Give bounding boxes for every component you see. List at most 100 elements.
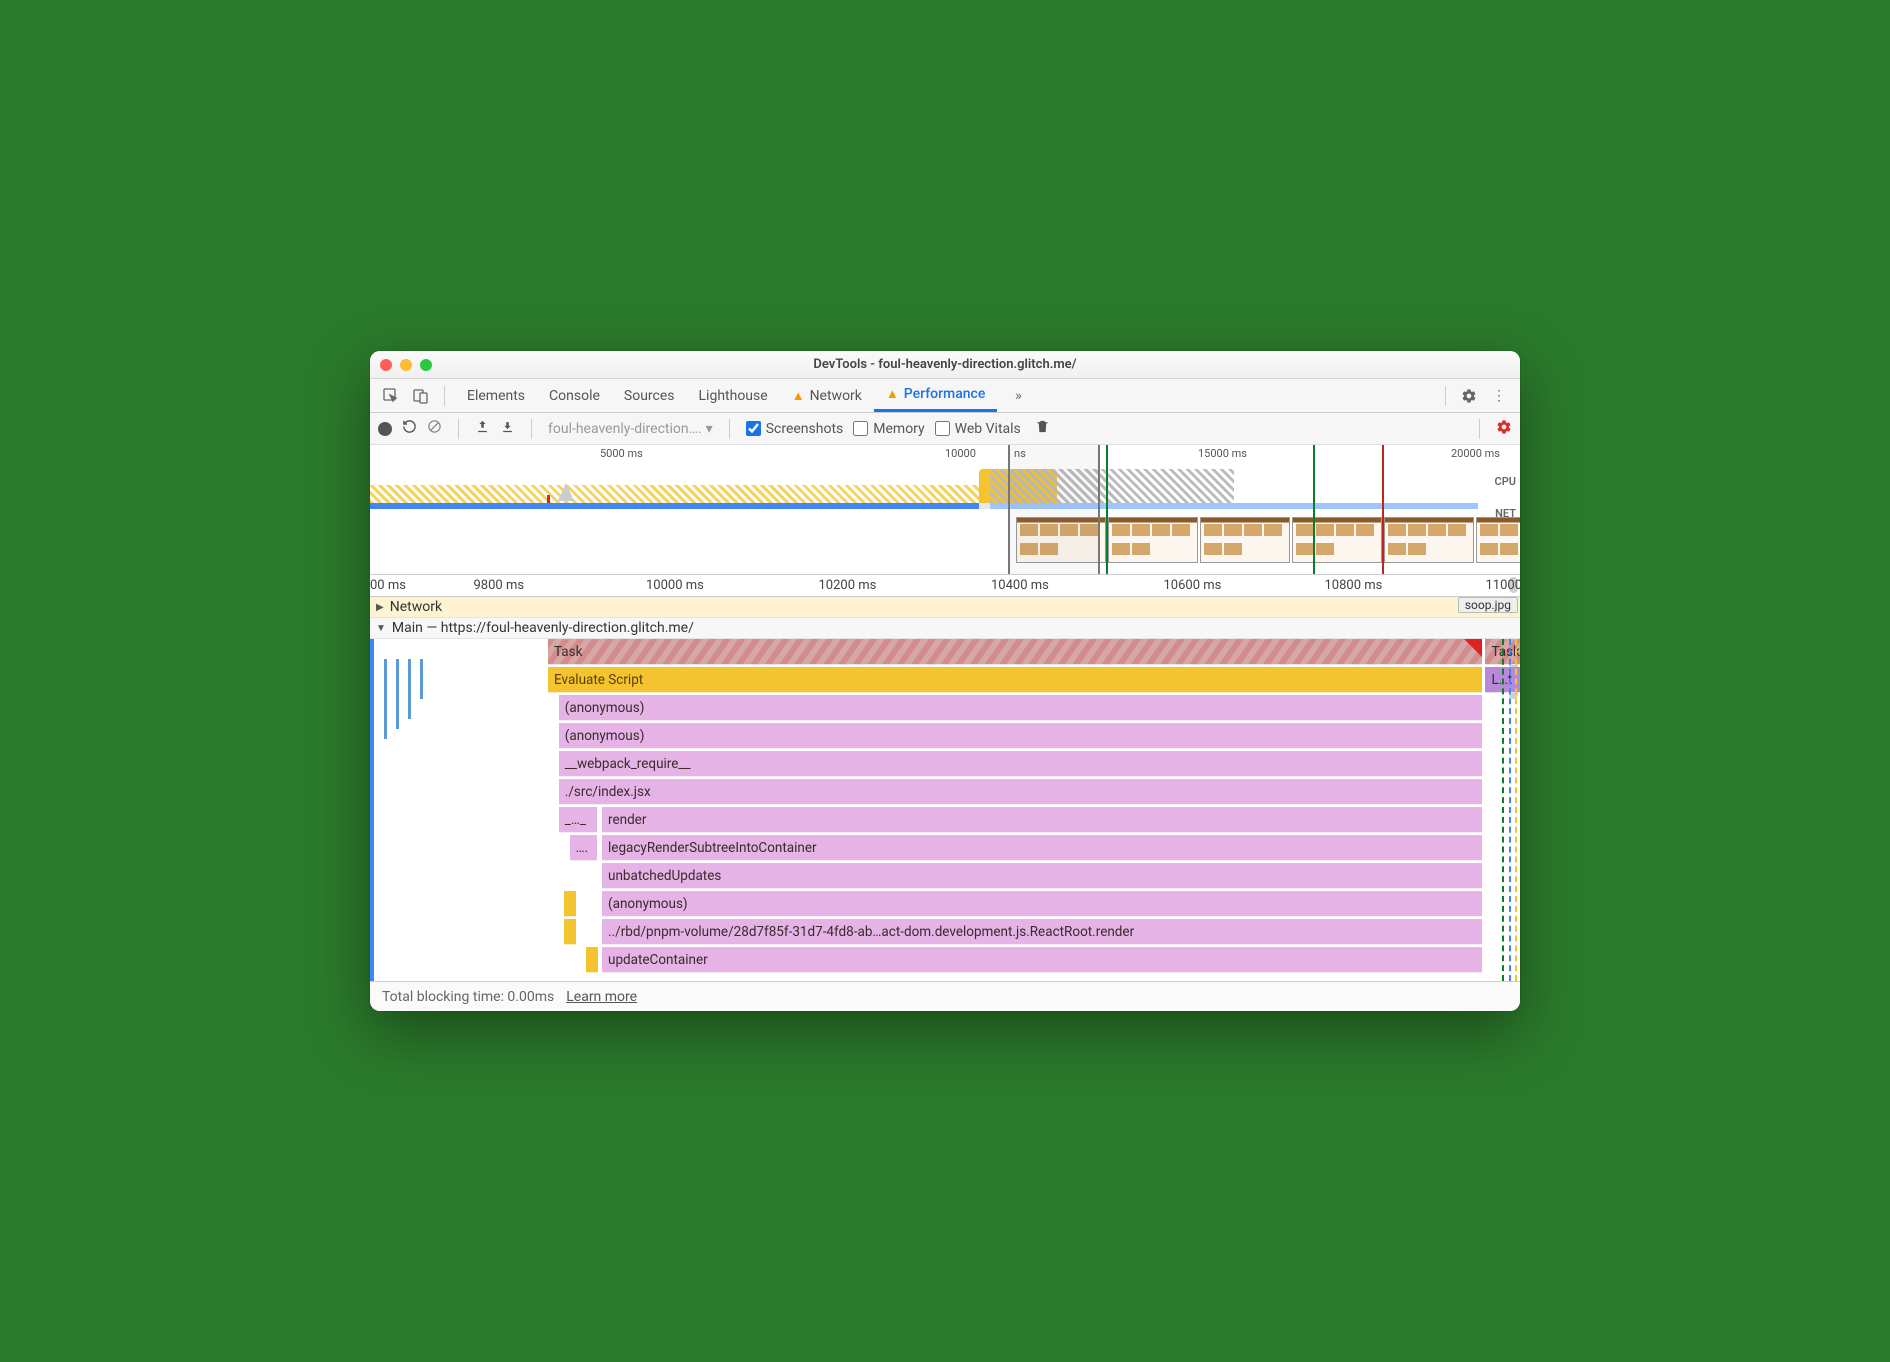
- overview-viewport-handle[interactable]: [1008, 445, 1100, 574]
- overview-tick: 5000 ms: [600, 447, 643, 460]
- timeline-overview[interactable]: 5000 ms10000ns15000 ms20000 ms CPU NET: [370, 445, 1520, 575]
- flame-segment[interactable]: unbatchedUpdates: [602, 863, 1482, 889]
- timeline-marker: [1382, 445, 1384, 574]
- flame-row: Evaluate ScriptL…t: [440, 667, 1520, 693]
- memory-checkbox[interactable]: Memory: [853, 421, 924, 437]
- kebab-menu-icon[interactable]: ⋮: [1486, 383, 1512, 409]
- overview-tick: 20000 ms: [1451, 447, 1500, 460]
- more-tabs-icon[interactable]: »: [1005, 383, 1031, 409]
- ruler-tick: 00 ms: [370, 578, 406, 593]
- flame-segment[interactable]: ./src/index.jsx: [559, 779, 1482, 805]
- window-title: DevTools - foul-heavenly-direction.glitc…: [370, 357, 1520, 372]
- flame-row: unbatchedUpdates: [440, 863, 1520, 889]
- flame-segment[interactable]: render: [602, 807, 1482, 833]
- flame-segment[interactable]: [564, 891, 576, 917]
- delete-icon[interactable]: [1035, 418, 1050, 439]
- flame-segment[interactable]: __webpack_require__: [559, 751, 1482, 777]
- blocking-time-text: Total blocking time: 0.00ms: [382, 989, 554, 1005]
- ruler-tick: 10200 ms: [819, 578, 877, 593]
- flame-segment[interactable]: _…_: [559, 807, 597, 833]
- flame-segment[interactable]: legacyRenderSubtreeIntoContainer: [602, 835, 1482, 861]
- flame-row: ….legacyRenderSubtreeIntoContainer: [440, 835, 1520, 861]
- profile-selector[interactable]: foul-heavenly-direction…. ▾: [548, 421, 713, 437]
- warning-icon: ▲: [886, 386, 899, 402]
- event-marker-line: [1509, 639, 1511, 981]
- ruler-tick: 10800 ms: [1325, 578, 1383, 593]
- settings-gear-icon[interactable]: [1456, 383, 1482, 409]
- flame-row: TaskTask: [440, 639, 1520, 665]
- screenshot-frame[interactable]: [1476, 517, 1520, 563]
- main-tabs: ElementsConsoleSourcesLighthouse▲Network…: [370, 379, 1520, 413]
- flame-row: ../rbd/pnpm-volume/28d7f85f-31d7-4fd8-ab…: [440, 919, 1520, 945]
- screenshot-frame[interactable]: [1200, 517, 1290, 563]
- record-button[interactable]: [378, 422, 392, 436]
- overview-tick: 10000: [945, 447, 976, 460]
- network-resource-badge[interactable]: soop.jpg: [1458, 597, 1518, 613]
- thread-bar: [384, 659, 387, 739]
- screenshots-checkbox[interactable]: Screenshots: [746, 421, 844, 437]
- flame-segment[interactable]: updateContainer: [602, 947, 1482, 973]
- tab-sources[interactable]: Sources: [612, 379, 687, 412]
- ruler-tick: 10400 ms: [991, 578, 1049, 593]
- tab-lighthouse[interactable]: Lighthouse: [687, 379, 780, 412]
- flame-tracks: ▶ Network soop.jpg ▼ Main — https://foul…: [370, 597, 1520, 981]
- flame-segment[interactable]: (anonymous): [559, 723, 1482, 749]
- tab-network[interactable]: ▲Network: [780, 379, 874, 412]
- ruler-tick: 10600 ms: [1164, 578, 1222, 593]
- thread-bar: [408, 659, 411, 719]
- learn-more-link[interactable]: Learn more: [566, 989, 637, 1005]
- clear-icon[interactable]: [427, 419, 442, 438]
- flame-row: _…_render: [440, 807, 1520, 833]
- warning-icon: ▲: [792, 388, 805, 404]
- capture-settings-gear-icon[interactable]: [1496, 419, 1512, 439]
- event-marker-line: [1515, 639, 1517, 981]
- download-icon[interactable]: [500, 419, 515, 438]
- reload-icon[interactable]: [402, 419, 417, 438]
- flame-row: (anonymous): [440, 695, 1520, 721]
- status-footer: Total blocking time: 0.00ms Learn more: [370, 981, 1520, 1011]
- device-toggle-icon[interactable]: [408, 383, 434, 409]
- collapse-icon: ▼: [376, 623, 386, 634]
- flame-segment[interactable]: ../rbd/pnpm-volume/28d7f85f-31d7-4fd8-ab…: [602, 919, 1482, 945]
- timeline-marker: [1106, 445, 1108, 574]
- webvitals-checkbox[interactable]: Web Vitals: [935, 421, 1021, 437]
- main-track-label: Main — https://foul-heavenly-direction.g…: [392, 620, 694, 636]
- flame-row: __webpack_require__: [440, 751, 1520, 777]
- flame-segment[interactable]: ….: [570, 835, 597, 861]
- flame-row: ./src/index.jsx: [440, 779, 1520, 805]
- flame-segment[interactable]: (anonymous): [602, 891, 1482, 917]
- detail-ruler[interactable]: 00 ms 9800 ms 10000 ms 10200 ms 10400 ms 1060…: [370, 575, 1520, 597]
- flame-segment[interactable]: (anonymous): [559, 695, 1482, 721]
- cpu-overview: [370, 463, 1478, 503]
- flame-row: (anonymous): [440, 723, 1520, 749]
- main-track-header[interactable]: ▼ Main — https://foul-heavenly-direction…: [370, 618, 1520, 639]
- tab-elements[interactable]: Elements: [455, 379, 537, 412]
- overview-tick: 15000 ms: [1198, 447, 1247, 460]
- network-track-header[interactable]: ▶ Network soop.jpg: [370, 597, 1520, 618]
- tab-console[interactable]: Console: [537, 379, 612, 412]
- flame-row: updateContainer: [440, 947, 1520, 973]
- flame-row: (anonymous): [440, 891, 1520, 917]
- cpu-label: CPU: [1495, 475, 1516, 488]
- flame-segment[interactable]: Evaluate Script: [548, 667, 1482, 693]
- ruler-tick: 10000 ms: [646, 578, 704, 593]
- screenshot-frame[interactable]: [1384, 517, 1474, 563]
- flame-segment[interactable]: [564, 919, 576, 945]
- overview-ticks: 5000 ms10000ns15000 ms20000 ms: [370, 445, 1520, 463]
- screenshot-frame[interactable]: [1108, 517, 1198, 563]
- thread-bar: [396, 659, 399, 729]
- timeline-marker: [1313, 445, 1315, 574]
- devtools-window: DevTools - foul-heavenly-direction.glitc…: [370, 351, 1520, 1011]
- flame-segment[interactable]: Task: [548, 639, 1482, 665]
- event-marker-line: [1502, 639, 1504, 981]
- ruler-tick: 9800 ms: [474, 578, 525, 593]
- inspect-icon[interactable]: [378, 383, 404, 409]
- tab-performance[interactable]: ▲Performance: [874, 379, 997, 412]
- performance-toolbar: foul-heavenly-direction…. ▾ Screenshots …: [370, 413, 1520, 445]
- flame-segment[interactable]: [586, 947, 598, 973]
- profile-name: foul-heavenly-direction….: [548, 421, 702, 437]
- upload-icon[interactable]: [475, 419, 490, 438]
- screenshot-frame[interactable]: [1292, 517, 1382, 563]
- flame-chart[interactable]: TaskTaskEvaluate ScriptL…t(anonymous)(an…: [370, 639, 1520, 981]
- screenshot-filmstrip: [370, 517, 1478, 563]
